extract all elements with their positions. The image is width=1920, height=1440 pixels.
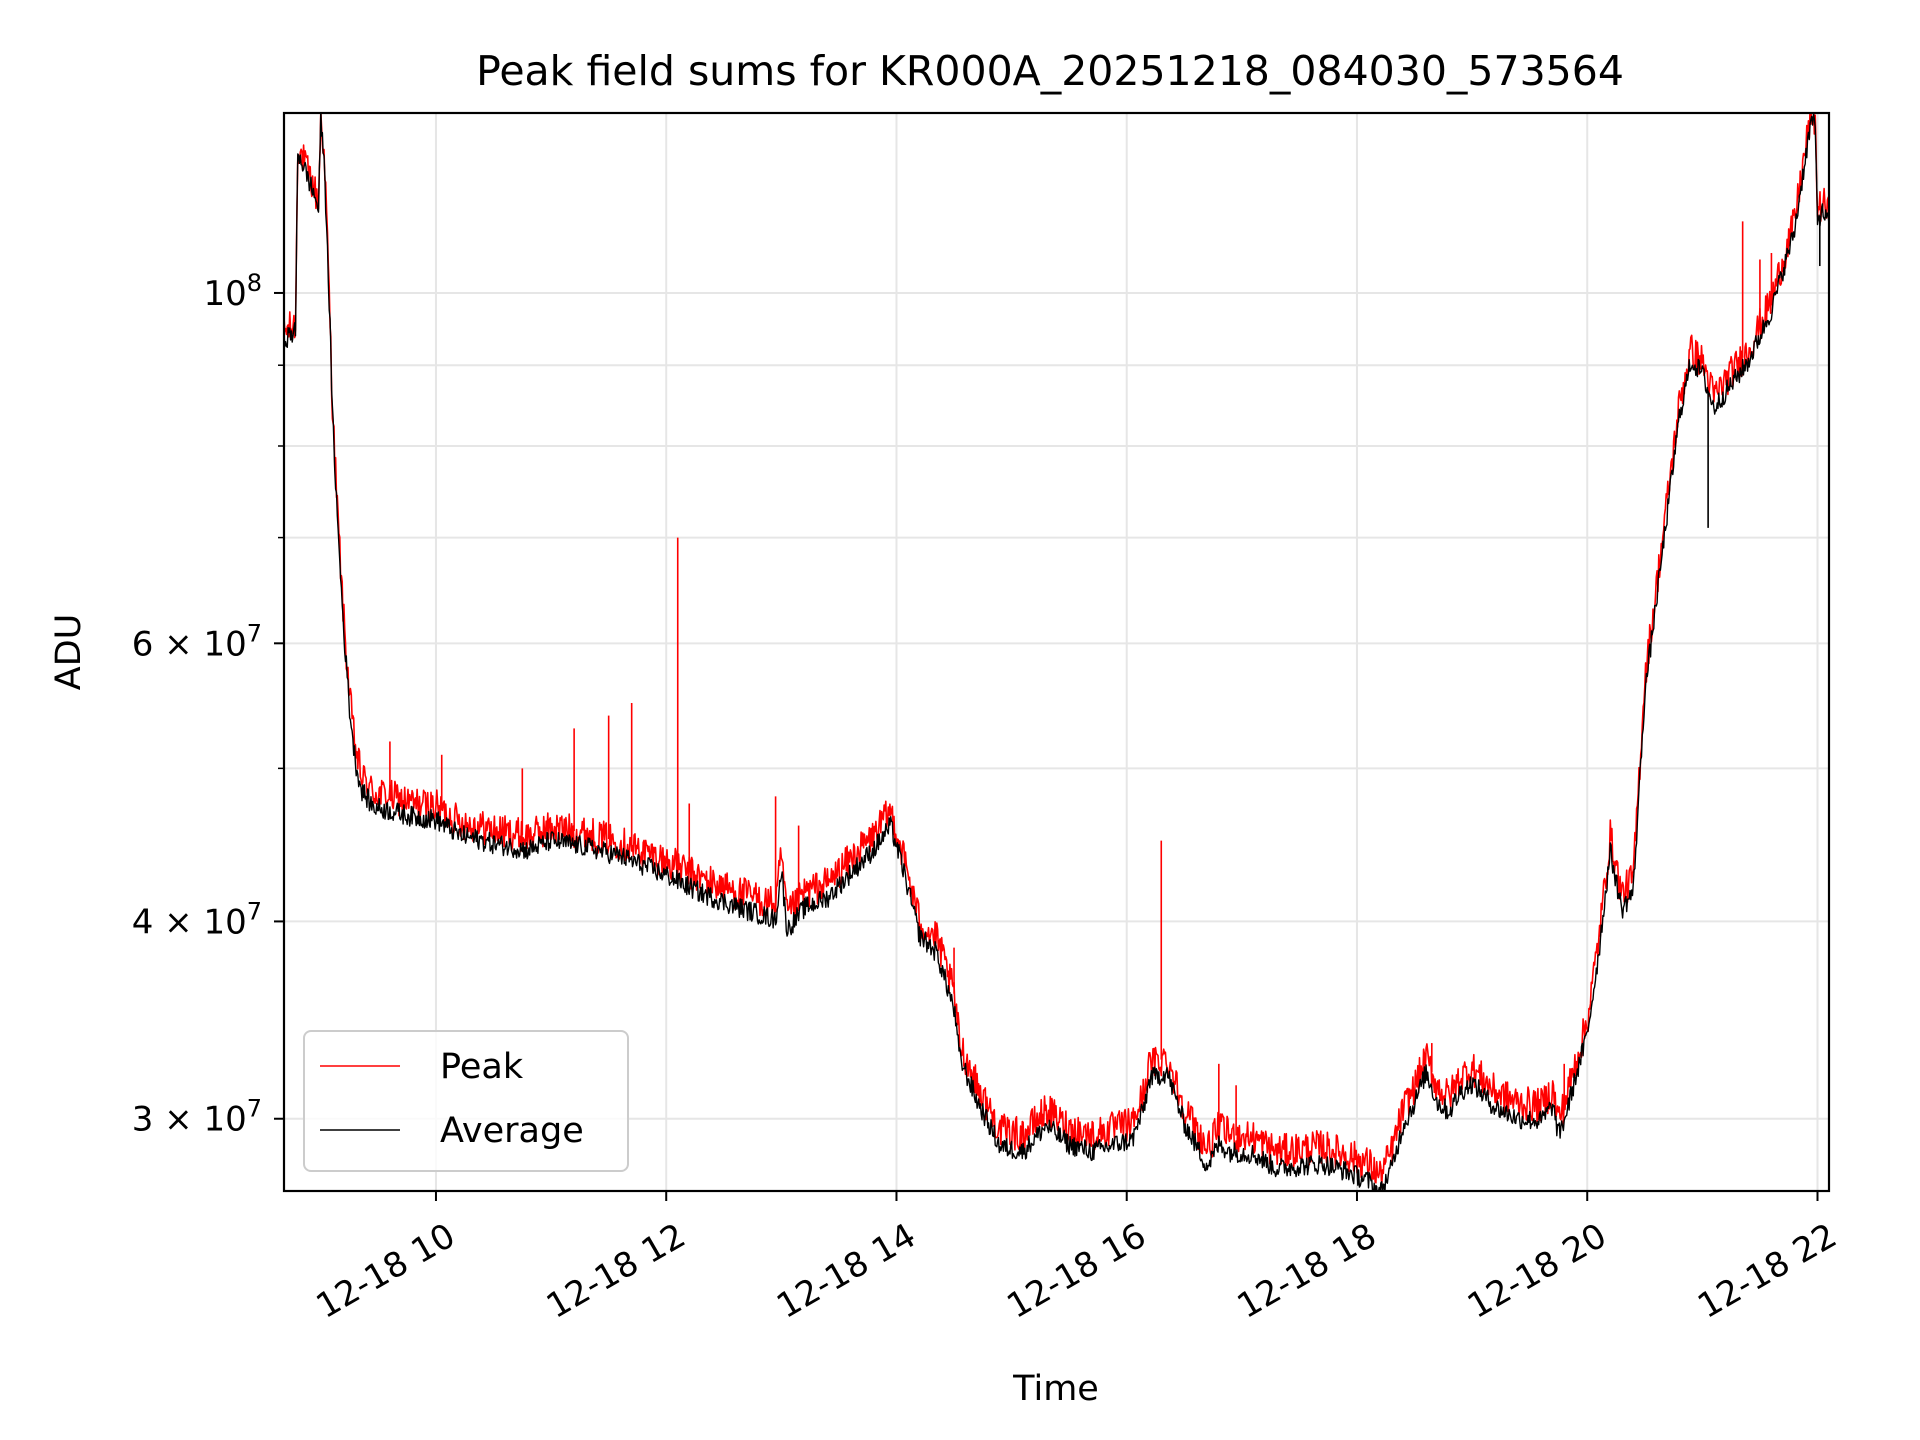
series-line-average <box>284 113 1829 1191</box>
y-tick-label-exponent: 7 <box>247 1095 262 1123</box>
y-tick-label-base: 10 <box>203 274 246 314</box>
plot-data-area <box>284 113 1829 1191</box>
y-tick-label: 4 × 107 <box>132 897 262 942</box>
grid-lines <box>284 113 1829 1191</box>
y-tick-label: 6 × 107 <box>132 619 262 664</box>
plot-frame <box>282 111 1831 1193</box>
y-tick-label-base: 4 × 10 <box>132 902 247 942</box>
y-axis-label: ADU <box>49 614 89 691</box>
y-tick-label-base: 3 × 10 <box>132 1100 247 1140</box>
y-tick-label: 108 <box>203 269 262 314</box>
legend: Peak Average <box>303 1030 629 1172</box>
x-axis-label: Time <box>1012 1369 1099 1409</box>
y-tick-label-exponent: 7 <box>247 619 262 647</box>
series-line-peak <box>284 113 1829 1189</box>
y-tick-label-base: 6 × 10 <box>132 624 247 664</box>
y-tick-label: 3 × 107 <box>132 1095 262 1140</box>
legend-label-average: Average <box>440 1111 584 1151</box>
chart-title: Peak field sums for KR000A_20251218_0840… <box>476 47 1624 95</box>
y-tick-label-exponent: 7 <box>247 897 262 925</box>
legend-label-peak: Peak <box>440 1047 524 1087</box>
y-tick-label-exponent: 8 <box>247 269 262 297</box>
